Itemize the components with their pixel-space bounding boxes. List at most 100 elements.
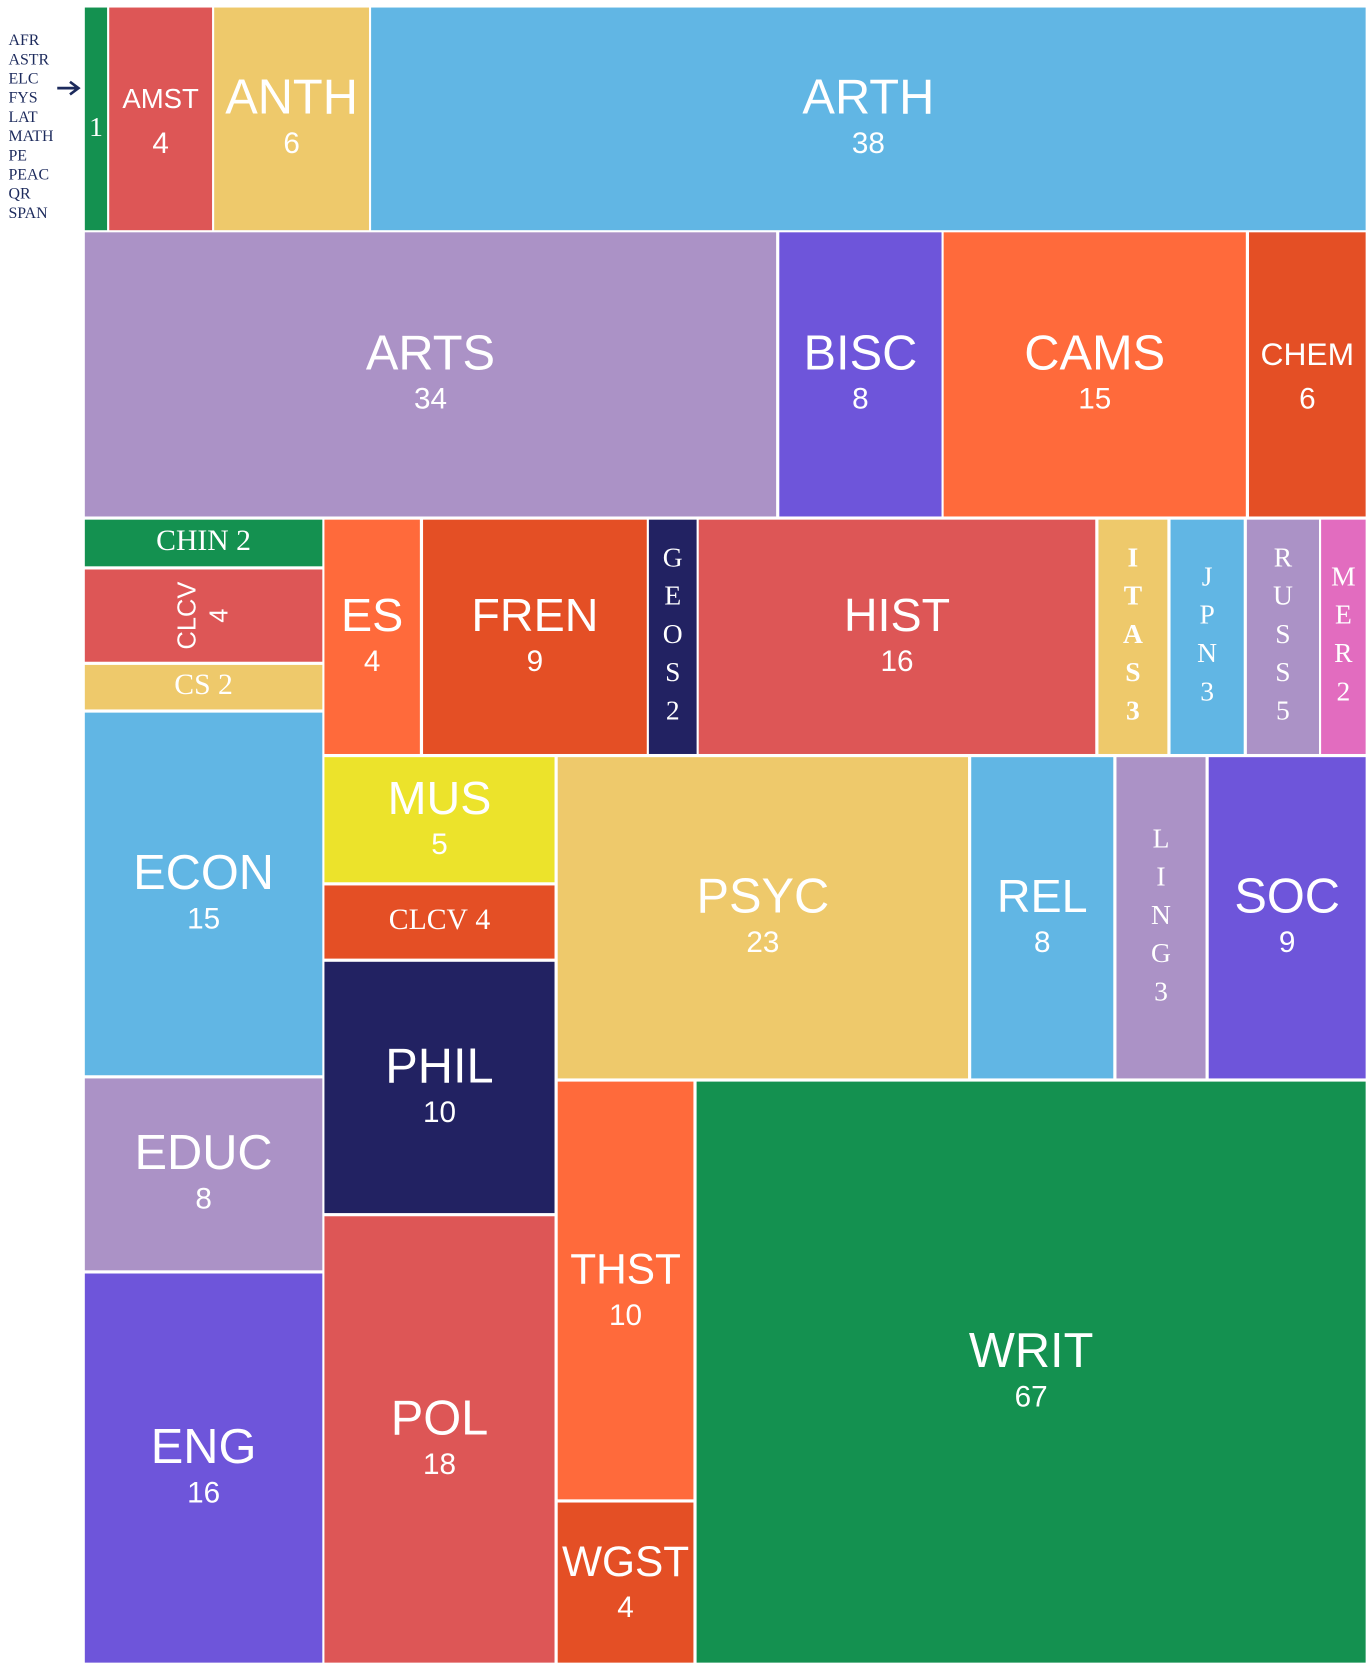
tile-value: 8 — [852, 383, 869, 416]
tile — [84, 232, 777, 517]
legend-item: PEAC — [8, 166, 49, 183]
letter: U — [1273, 580, 1293, 611]
tile — [371, 7, 1366, 231]
letter: G — [1151, 937, 1171, 968]
tile-text: CLCV 4 — [389, 904, 491, 936]
tile — [84, 712, 323, 1076]
tile-label: SOC — [1234, 870, 1340, 924]
tile-value: 8 — [1034, 926, 1051, 959]
tile-value: 6 — [283, 127, 300, 160]
tile-value: 9 — [1279, 926, 1296, 959]
tile-value: 16 — [880, 645, 913, 678]
tile-label: CAMS — [1024, 326, 1165, 380]
tile-value: 3 — [1154, 975, 1168, 1006]
tile — [1170, 519, 1244, 754]
tile — [324, 519, 420, 754]
tile-value: 2 — [218, 669, 233, 701]
tile — [779, 232, 942, 517]
tile-label: ARTS — [366, 326, 495, 380]
tile — [324, 757, 555, 883]
legend-item: LAT — [8, 109, 37, 126]
tile — [557, 1502, 694, 1663]
tile — [1208, 757, 1366, 1079]
tile-label: CLCV — [389, 904, 469, 936]
tile-value: 4 — [205, 609, 233, 623]
tile — [324, 885, 555, 959]
tile-value: 10 — [609, 1299, 642, 1332]
letter: R — [1274, 542, 1293, 573]
letter: E — [664, 580, 681, 611]
letter: S — [665, 656, 680, 687]
legend-item: MATH — [8, 128, 54, 145]
tile-value: 2 — [236, 525, 251, 557]
letter: S — [1275, 618, 1290, 649]
legend-item: ASTR — [8, 51, 49, 68]
arrow — [57, 80, 81, 96]
tile-text: CHIN 2 — [156, 525, 251, 557]
tile-label: ES — [341, 589, 403, 641]
tile-label: FREN — [471, 589, 598, 641]
tile — [557, 757, 969, 1079]
tile-label: PHIL — [385, 1039, 493, 1093]
legend-item: SPAN — [8, 205, 48, 222]
tile — [84, 569, 323, 662]
letter: A — [1123, 618, 1143, 649]
letter: E — [1335, 599, 1352, 630]
tile-value: 38 — [852, 127, 885, 160]
tile-value: 10 — [423, 1096, 456, 1129]
tile — [84, 7, 108, 231]
tile-label: CLCV — [173, 582, 201, 650]
tile-value: 4 — [475, 904, 490, 936]
tile-label: ARTH — [802, 71, 934, 125]
tile — [84, 1273, 323, 1663]
tile-value: 34 — [414, 383, 447, 416]
tile — [84, 664, 323, 710]
tile-label: ENG — [151, 1420, 257, 1474]
tile-value: 5 — [431, 828, 448, 861]
tile-text: CLCV 4 — [173, 582, 233, 650]
tile-value: 5 — [1276, 694, 1290, 725]
tile-value: 15 — [187, 902, 220, 935]
tile — [84, 1078, 323, 1271]
tile-value: 2 — [1336, 675, 1350, 706]
tile — [698, 519, 1096, 754]
tile-label: EDUC — [134, 1126, 272, 1180]
tile-label: CHEM — [1261, 336, 1355, 372]
legend-item: FYS — [8, 90, 37, 107]
letter: I — [1156, 861, 1165, 892]
tile — [1116, 757, 1206, 1079]
legend-item: ELC — [8, 71, 38, 88]
tile-value: 3 — [1200, 675, 1214, 706]
tile-label: ANTH — [225, 71, 358, 125]
tile-label: THST — [570, 1246, 681, 1293]
tile-label: BISC — [804, 326, 918, 380]
tile-text: CS 2 — [174, 669, 233, 701]
tile-value: 9 — [527, 645, 544, 678]
tile — [1249, 232, 1366, 517]
letter: P — [1199, 599, 1214, 630]
tile-label: WRIT — [969, 1324, 1094, 1378]
legend-item: PE — [8, 147, 27, 164]
letter: S — [1125, 656, 1140, 687]
letter: I — [1128, 542, 1139, 573]
legend-item: AFR — [8, 32, 39, 49]
letter: M — [1331, 561, 1356, 592]
tile — [1246, 519, 1319, 754]
tile-value: 2 — [666, 694, 680, 725]
tile — [943, 232, 1246, 517]
tile — [1321, 519, 1366, 754]
tile-label: PSYC — [696, 870, 829, 924]
tile-value: 4 — [152, 127, 169, 160]
tile-label: MUS — [388, 772, 492, 824]
letter: O — [663, 618, 683, 649]
letter: S — [1275, 656, 1290, 687]
tile — [214, 7, 369, 231]
tile — [109, 7, 213, 231]
tile — [557, 1081, 694, 1500]
tile — [324, 961, 555, 1214]
tile-value: 16 — [187, 1476, 220, 1509]
